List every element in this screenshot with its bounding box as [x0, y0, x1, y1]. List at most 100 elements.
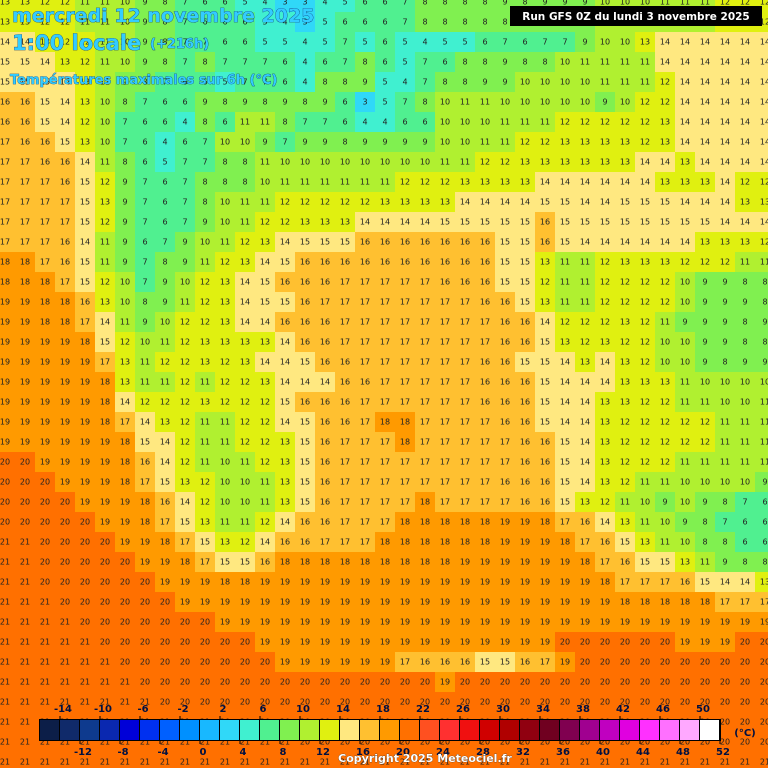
temperature-cell	[15, 112, 35, 132]
temperature-cell	[275, 212, 295, 232]
temperature-cell	[195, 532, 215, 552]
temperature-value: 10	[680, 338, 690, 347]
temperature-value: 6	[342, 118, 347, 127]
temperature-cell	[195, 12, 215, 32]
temperature-cell	[395, 472, 415, 492]
temperature-value: 12	[660, 418, 670, 427]
temperature-value: 12	[680, 258, 690, 267]
temperature-value: 19	[260, 618, 270, 627]
temperature-cell	[355, 72, 375, 92]
temperature-value: 6	[242, 18, 247, 27]
temperature-cell	[755, 512, 768, 532]
temperature-cell	[315, 232, 335, 252]
legend-label: 36	[556, 747, 570, 758]
temperature-cell	[35, 272, 55, 292]
temperature-cell	[415, 212, 435, 232]
temperature-value: 15	[0, 58, 10, 67]
temperature-cell	[475, 552, 495, 572]
temperature-value: 12	[700, 438, 710, 447]
temperature-cell	[35, 452, 55, 472]
temperature-value: 20	[160, 658, 170, 667]
temperature-cell	[375, 212, 395, 232]
temperature-value: 13	[620, 138, 630, 147]
temperature-cell	[275, 312, 295, 332]
temperature-cell	[675, 612, 695, 632]
temperature-cell	[575, 612, 595, 632]
temperature-value: 19	[380, 598, 390, 607]
temperature-value: 20	[700, 658, 710, 667]
temperature-value: 16	[420, 658, 430, 667]
temperature-value: 19	[520, 618, 530, 627]
temperature-value: 16	[60, 258, 70, 267]
temperature-cell	[575, 252, 595, 272]
temperature-cell	[695, 272, 715, 292]
temperature-value: 16	[20, 118, 30, 127]
temperature-value: 12	[540, 138, 550, 147]
temperature-cell	[355, 592, 375, 612]
temperature-value: 19	[0, 298, 10, 307]
temperature-value: 16	[440, 238, 450, 247]
temperature-cell	[715, 312, 735, 332]
temperature-value: 16	[480, 298, 490, 307]
temperature-cell	[415, 632, 435, 652]
temperature-value: 6	[142, 238, 147, 247]
temperature-value: 17	[500, 498, 510, 507]
temperature-cell	[415, 652, 435, 672]
temperature-value: 19	[0, 398, 10, 407]
temperature-value: 17	[440, 358, 450, 367]
temperature-cell	[555, 452, 575, 472]
legend-swatch	[400, 720, 419, 740]
temperature-cell	[135, 112, 155, 132]
temperature-value: 20	[640, 658, 650, 667]
temperature-cell	[415, 192, 435, 212]
temperature-cell	[435, 32, 455, 52]
temperature-cell	[115, 252, 135, 272]
temperature-value: 14	[280, 518, 290, 527]
temperature-cell	[675, 512, 695, 532]
temperature-cell	[375, 172, 395, 192]
temperature-value: 8	[742, 318, 747, 327]
temperature-value: 20	[220, 638, 230, 647]
temperature-value: 21	[740, 758, 750, 767]
temperature-value: 17	[460, 478, 470, 487]
temperature-value: 16	[40, 138, 50, 147]
temperature-value: 21	[80, 758, 90, 767]
temperature-value: 21	[40, 658, 50, 667]
temperature-cell	[35, 492, 55, 512]
temperature-cell	[195, 752, 215, 768]
temperature-value: 15	[0, 78, 10, 87]
temperature-value: 5	[282, 38, 287, 47]
temperature-value: 17	[440, 338, 450, 347]
temperature-value: 21	[600, 758, 610, 767]
temperature-cell	[415, 152, 435, 172]
temperature-cell	[735, 72, 755, 92]
temperature-value: 19	[340, 598, 350, 607]
temperature-cell	[275, 332, 295, 352]
temperature-value: 21	[140, 698, 150, 707]
temperature-cell	[275, 432, 295, 452]
temperature-value: 16	[320, 398, 330, 407]
temperature-cell	[335, 192, 355, 212]
legend-label: 22	[416, 704, 430, 715]
temperature-cell	[715, 452, 735, 472]
temperature-cell	[675, 252, 695, 272]
temperature-cell	[515, 212, 535, 232]
temperature-cell	[755, 252, 768, 272]
temperature-value: 20	[140, 678, 150, 687]
temperature-cell	[195, 432, 215, 452]
temperature-value: 16	[520, 478, 530, 487]
temperature-value: 8	[202, 198, 207, 207]
temperature-cell	[35, 152, 55, 172]
temperature-cell	[555, 752, 575, 768]
temperature-value: 19	[0, 318, 10, 327]
temperature-cell	[115, 392, 135, 412]
temperature-cell	[295, 0, 315, 12]
temperature-cell	[175, 172, 195, 192]
temperature-value: 14	[320, 378, 330, 387]
temperature-value: 16	[460, 658, 470, 667]
temperature-value: 13	[620, 398, 630, 407]
temperature-value: 6	[382, 18, 387, 27]
temperature-value: 13	[400, 198, 410, 207]
temperature-cell	[475, 72, 495, 92]
temperature-cell	[235, 572, 255, 592]
